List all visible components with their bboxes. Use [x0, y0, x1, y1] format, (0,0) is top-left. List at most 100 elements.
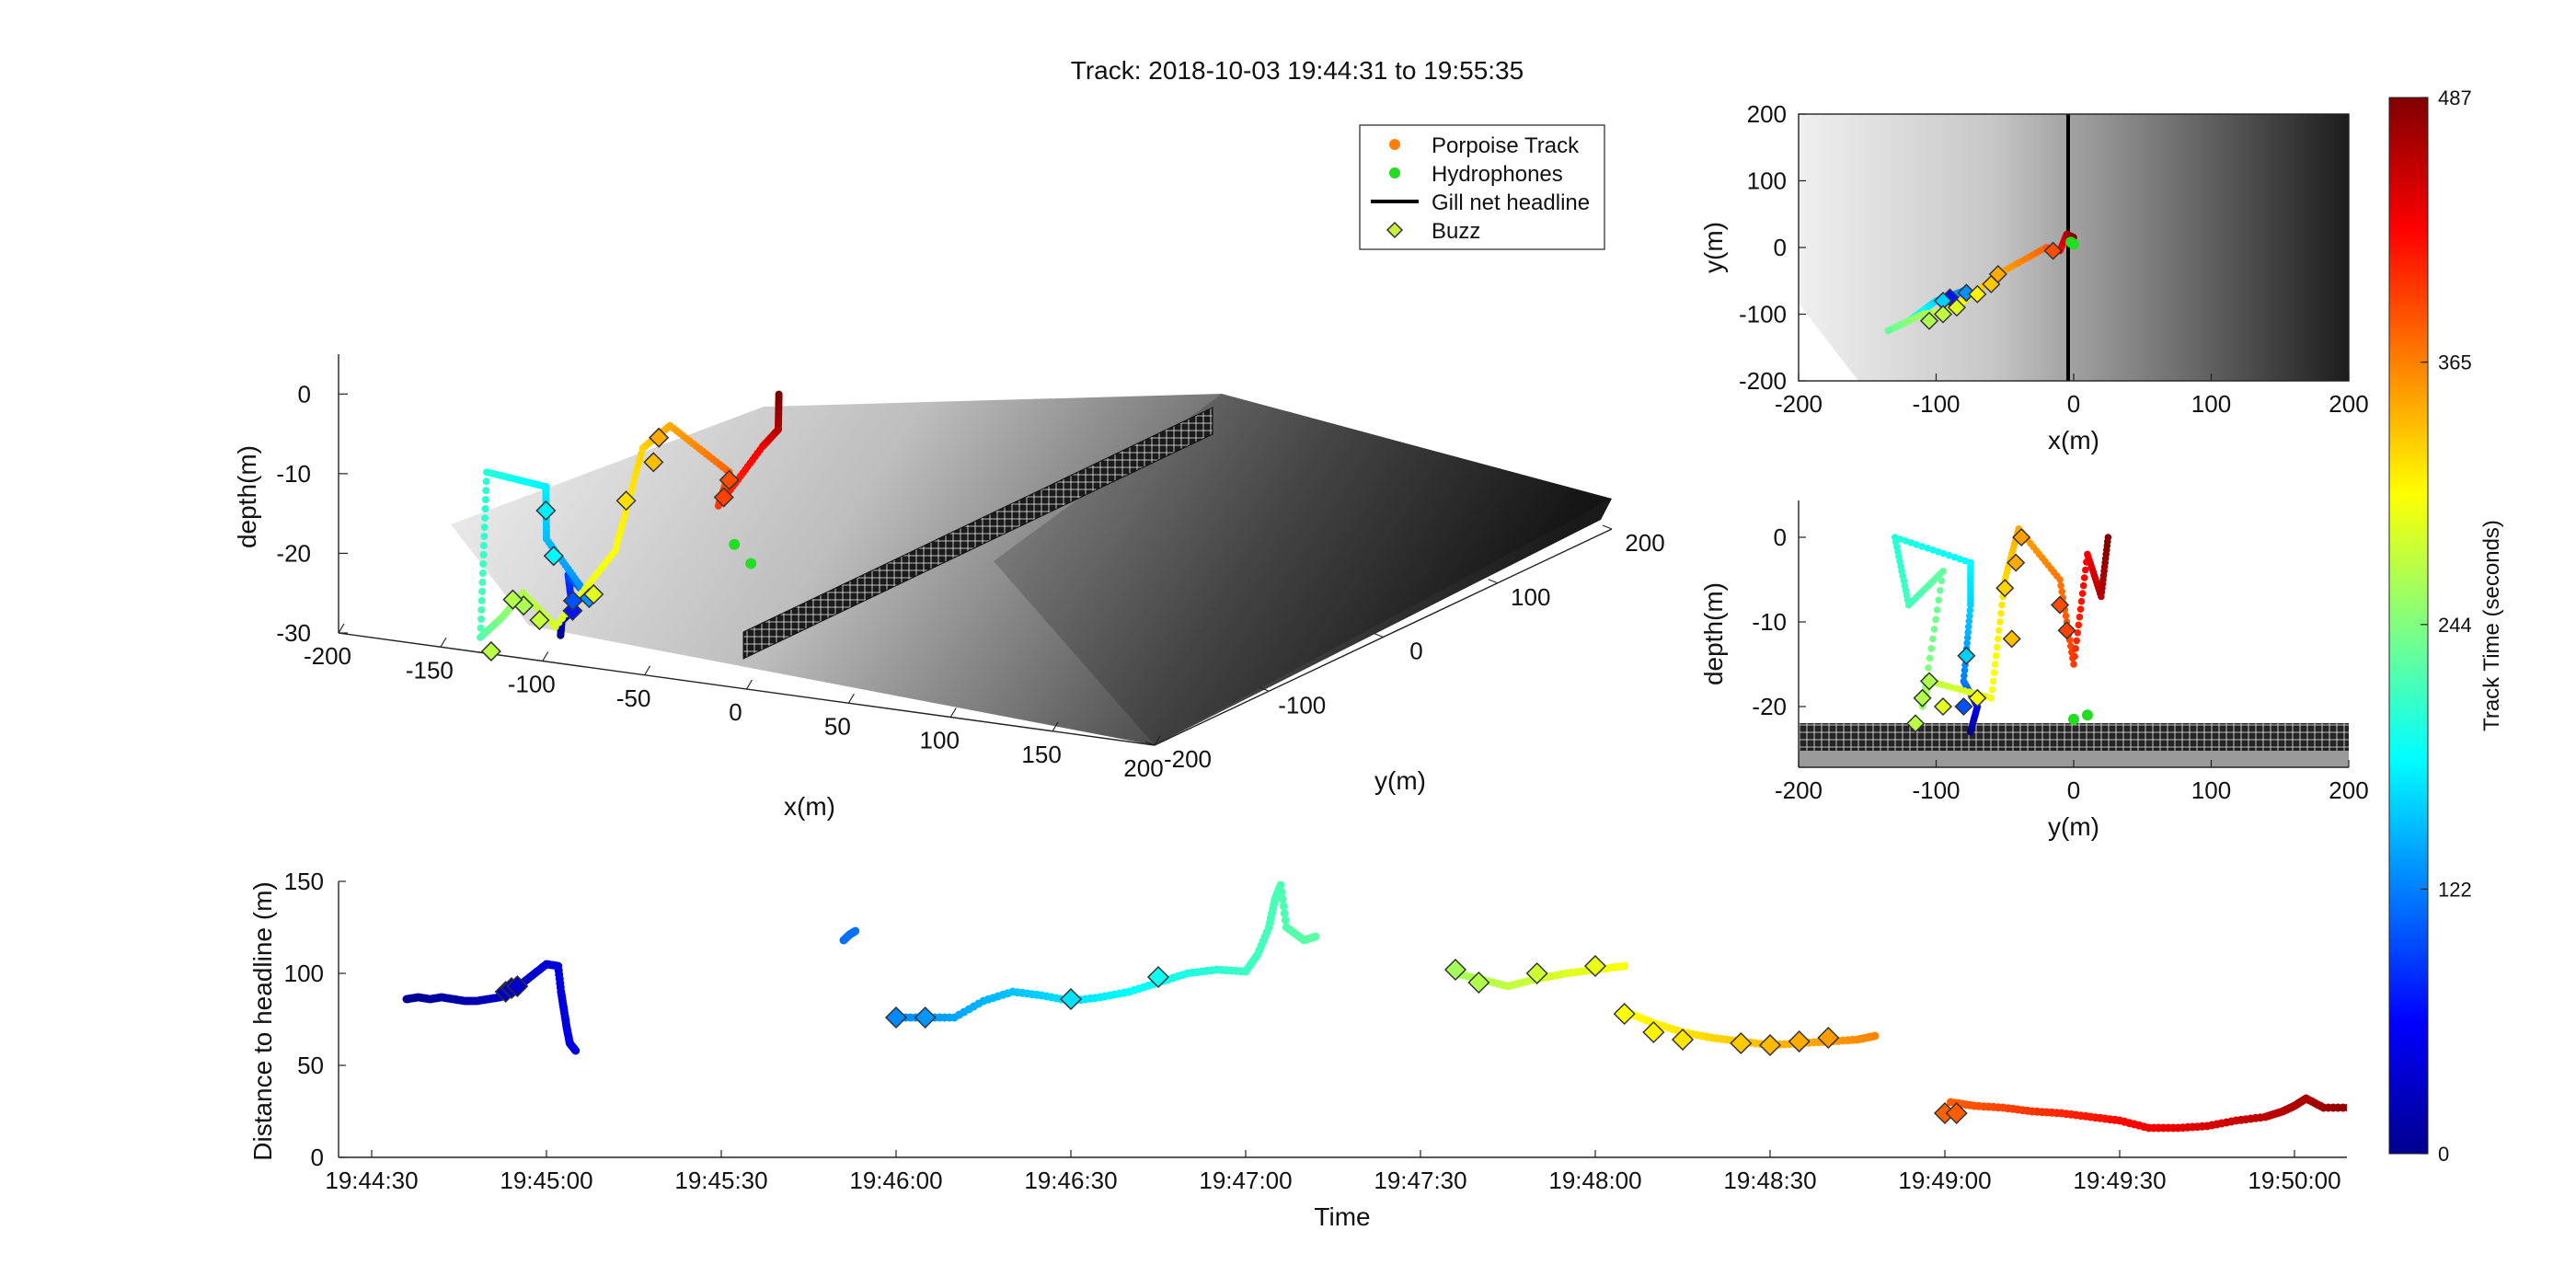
top-xlabel: x(m) [2048, 426, 2099, 454]
side-x-tick-label: -200 [1775, 776, 1823, 804]
distance-x-tick-label: 19:47:00 [1199, 1167, 1292, 1194]
3d-track-point [478, 578, 487, 586]
side-x-tick-label: -100 [1912, 776, 1960, 804]
distance-buzz [1059, 987, 1083, 1011]
side-track-point [1964, 628, 1972, 636]
3d-track-point [615, 529, 624, 537]
side-track-point [1963, 634, 1972, 641]
colorbar-tick-label: 244 [2438, 614, 2472, 637]
side-buzz [2007, 553, 2026, 572]
3d-z-tick-label: -10 [276, 460, 311, 488]
3d-x-tick-label: -50 [616, 684, 651, 712]
side-track-point [1997, 610, 2005, 617]
distance-x-tick-label: 19:48:00 [1548, 1167, 1641, 1194]
distance-x-tick-label: 19:50:00 [2248, 1167, 2340, 1194]
side-track-point [1998, 601, 2006, 609]
3d-track-point [483, 468, 490, 477]
distance-x-tick-label: 19:44:30 [325, 1167, 418, 1194]
3d-z-tick-label: 0 [298, 380, 311, 408]
side-track-point [2078, 590, 2087, 597]
3d-x-tick [644, 665, 651, 676]
side-track-point [2072, 645, 2079, 652]
top-y-tick-label: 100 [1747, 167, 1787, 195]
distance-point [1276, 881, 1285, 890]
distance-buzz [1945, 1101, 1968, 1125]
distance-buzz [1671, 1028, 1695, 1052]
3d-x-tick-label: 100 [920, 727, 960, 754]
3d-y-tick-label: 100 [1511, 583, 1550, 611]
distance-buzz [506, 974, 529, 998]
side-track-point [1934, 548, 1942, 556]
3d-x-tick [440, 637, 447, 648]
distance-buzz [1146, 965, 1170, 989]
3d-y-tick-label: -100 [1278, 691, 1326, 719]
3d-x-tick [847, 693, 855, 704]
top-x-tick-label: -200 [1775, 390, 1823, 418]
distance-point [2352, 1103, 2361, 1111]
3d-buzz [719, 469, 740, 490]
distance-point [571, 1046, 581, 1055]
distance-x-tick-label: 19:46:30 [1024, 1167, 1117, 1194]
top-x-tick-label: -100 [1912, 390, 1960, 418]
distance-buzz [1443, 958, 1467, 982]
side-track-point [1945, 551, 1953, 559]
top-buzz [1919, 311, 1939, 330]
side-hydrophone [2081, 709, 2093, 721]
side-track-point [2080, 574, 2088, 581]
side-track-point [1964, 623, 1972, 631]
3d-track-point [611, 546, 619, 555]
distance-plot-panel: 19:44:30 19:45:00 19:45:30 19:46:00 19:46:30… [248, 868, 2361, 1231]
side-track-point [1932, 615, 1939, 624]
3d-track-point [620, 512, 628, 521]
top-x-tick-label: 100 [2191, 390, 2231, 418]
3d-track-point [482, 487, 490, 495]
side-ylabel: depth(m) [1699, 582, 1728, 685]
3d-buzz [502, 589, 523, 610]
legend-label: Porpoise Track [1432, 133, 1580, 158]
side-track-point [1960, 677, 1968, 685]
distance-x-tick-label: 19:49:30 [2073, 1167, 2166, 1194]
3d-track-point [477, 624, 485, 632]
3d-buzz [583, 583, 604, 604]
side-track-point [2073, 637, 2080, 645]
distance-buzz [1788, 1029, 1811, 1053]
3d-track-point [481, 505, 489, 513]
distance-x-tick-label: 19:47:30 [1374, 1167, 1466, 1194]
distance-x-tick-label: 19:48:30 [1723, 1167, 1816, 1194]
side-track-point [1961, 666, 1969, 674]
distance-x-tick-label: 19:45:30 [674, 1167, 767, 1194]
side-y-tick-label: -10 [1752, 608, 1787, 636]
3d-x-tick [338, 623, 345, 634]
3d-x-tick-label: 50 [824, 712, 851, 740]
side-track-point [1925, 664, 1932, 672]
side-buzz [1906, 714, 1926, 733]
side-track-point [2076, 613, 2084, 621]
side-track-point [1935, 596, 1942, 604]
figure-title: Track: 2018-10-03 19:44:31 to 19:55:35 [1071, 56, 1524, 85]
3d-x-tick [949, 707, 957, 718]
3d-x-tick [1154, 735, 1161, 746]
3d-track-point [634, 461, 642, 469]
3d-track-point [619, 518, 627, 526]
side-hydrophones [2068, 709, 2093, 725]
colorbar-tick-label: 122 [2438, 878, 2472, 901]
side-x-tick-label: 0 [2067, 776, 2080, 804]
side-track-point [1961, 557, 1969, 565]
3d-x-tick-label: -100 [508, 671, 556, 698]
3d-track-point [477, 615, 485, 623]
distance-y-tick-label: 100 [284, 960, 324, 987]
3d-y-tick-label: 0 [1409, 638, 1422, 665]
3d-track-point [480, 523, 489, 532]
side-buzz [1968, 688, 1987, 707]
side-track-point [1902, 537, 1910, 545]
3d-buzz [535, 500, 557, 522]
3d-zlabel: depth(m) [233, 445, 261, 548]
distance-x-tick-label: 19:45:00 [500, 1167, 592, 1194]
3d-y-tick-label: -200 [1164, 745, 1212, 773]
top-y-tick-label: 200 [1747, 100, 1787, 128]
distance-buzz [1583, 954, 1607, 978]
3d-track-point [631, 473, 639, 481]
distance-point [1278, 894, 1287, 903]
